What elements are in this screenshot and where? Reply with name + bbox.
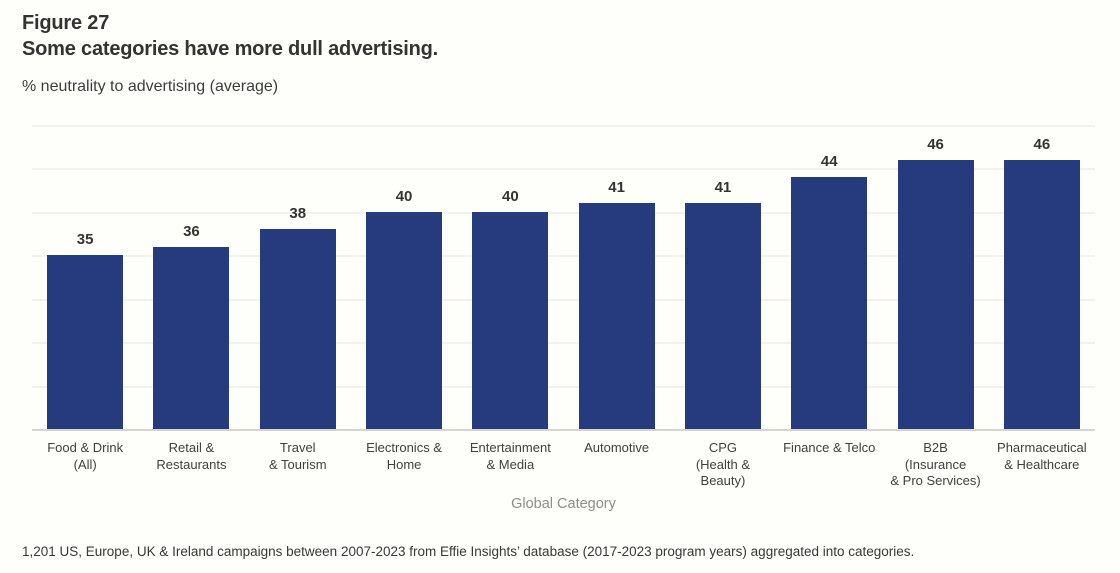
figure-label: Figure 27 <box>22 12 110 34</box>
bar-value-label: 46 <box>1033 135 1051 153</box>
bar <box>47 255 124 429</box>
x-axis-labels: Food & Drink (All) Retail & Restaurants Tr… <box>32 440 1095 496</box>
bar-value-label: 36 <box>183 222 200 240</box>
category-label: Food & Drink (All) <box>47 440 124 472</box>
gridline <box>32 168 1095 171</box>
bar <box>259 229 336 429</box>
bar <box>472 211 549 429</box>
bar-value-label: 44 <box>820 153 838 171</box>
gridline <box>32 125 1095 127</box>
x-axis-title: Global Category <box>511 496 616 512</box>
bar <box>791 177 868 429</box>
bar <box>366 211 443 429</box>
bar <box>578 203 655 429</box>
bar-value-label: 35 <box>76 231 94 249</box>
gridline <box>32 342 1095 345</box>
category-label: Travel & Tourism <box>268 440 327 472</box>
bar-value-label: 40 <box>395 187 413 205</box>
category-label: Electronics & Home <box>366 440 442 472</box>
category-label: Finance & Telco <box>783 440 876 455</box>
bar <box>684 203 761 429</box>
category-label: Retail & Restaurants <box>156 440 227 472</box>
bar-value-label: 41 <box>714 179 732 197</box>
category-label: B2B (Insurance & Pro Services) <box>890 440 981 488</box>
bar-value-label: 38 <box>289 205 307 223</box>
gridline <box>32 211 1095 214</box>
gridline <box>32 385 1095 388</box>
gridline <box>32 255 1095 258</box>
figure-title: Some categories have more dull advertisi… <box>22 38 438 60</box>
bar <box>1003 159 1080 429</box>
category-label: Entertainment & Media <box>469 440 551 472</box>
plot-area: 35 36 38 40 40 41 41 44 46 46 <box>32 125 1095 431</box>
figure-subtitle: % neutrality to advertising (average) <box>22 78 279 95</box>
bar-value-label: 46 <box>927 135 944 153</box>
category-label: Automotive <box>584 440 650 455</box>
footnote: 1,201 US, Europe, UK & Ireland campaigns… <box>22 544 915 559</box>
bar <box>153 246 230 429</box>
bar-value-label: 41 <box>608 179 625 197</box>
category-label: Pharmaceutical & Healthcare <box>997 440 1087 472</box>
gridline <box>32 298 1095 301</box>
bar <box>897 159 974 429</box>
category-label: CPG (Health & Beauty) <box>695 440 751 488</box>
bar-value-label: 40 <box>502 187 519 205</box>
